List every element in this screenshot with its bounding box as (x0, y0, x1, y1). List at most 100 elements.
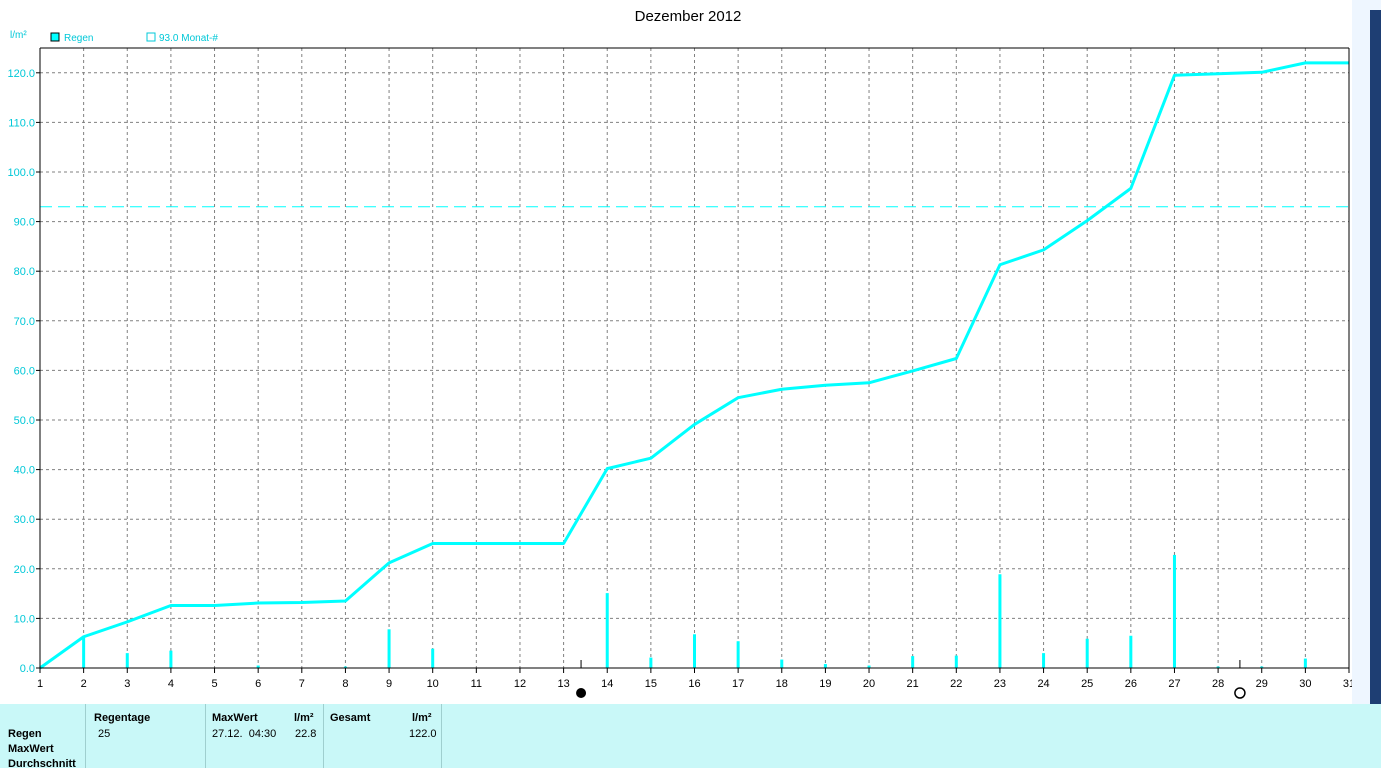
x-tick-label: 2 (81, 678, 87, 690)
x-tick-label: 5 (211, 678, 217, 690)
window-edge (1352, 0, 1381, 704)
regentage-value: 25 (98, 728, 111, 740)
x-tick-label: 19 (819, 678, 831, 690)
daily-bars (82, 554, 1307, 668)
daily-rain-bar (256, 665, 260, 668)
x-tick-label: 9 (386, 678, 392, 690)
desktop-strip (1370, 10, 1381, 704)
x-tick-label: 17 (732, 678, 744, 690)
y-axis-unit: l/m² (10, 30, 27, 41)
tick-labels: 1 2 3 4 5 6 7 8 9 10 11 12 13 14 15 16 17 18 19 20 21 22 23 24 2… (7, 68, 1355, 690)
full-moon-icon (1234, 687, 1246, 699)
x-tick-label: 28 (1212, 678, 1224, 690)
y-tick-label: 0.0 (20, 663, 35, 675)
daily-rain-bar (1042, 653, 1046, 668)
summary-row-labels: Regen MaxWert Durchschnitt (0, 704, 86, 768)
y-tick-label: 90.0 (14, 217, 35, 229)
daily-rain-bar (867, 665, 871, 668)
daily-rain-bar (693, 634, 696, 668)
gesamt-header: Gesamt (330, 712, 371, 724)
daily-rain-bar (736, 641, 740, 668)
daily-rain-bar (1172, 554, 1176, 668)
row-label-maxwert: MaxWert (8, 743, 54, 755)
x-tick-label: 11 (471, 678, 482, 690)
daily-rain-bar (82, 636, 86, 668)
x-tick-label: 30 (1299, 678, 1311, 690)
summary-regentage: Regentage 25 (86, 704, 206, 768)
daily-rain-bar (125, 653, 129, 668)
x-tick-label: 20 (863, 678, 875, 690)
gesamt-unit: l/m² (412, 712, 432, 724)
x-tick-label: 27 (1168, 678, 1180, 690)
x-tick-label: 6 (255, 678, 261, 690)
daily-rain-bar (343, 666, 347, 668)
daily-rain-bar (1129, 635, 1133, 668)
legend: Regen 93.0 Monat-# (50, 32, 218, 44)
legend-label-monat: 93.0 Monat-# (159, 33, 218, 44)
daily-rain-bar (649, 657, 653, 668)
x-tick-label: 15 (645, 678, 657, 690)
x-tick-label: 18 (776, 678, 788, 690)
series-line-regen (39, 61, 1349, 670)
y-tick-label: 110.0 (8, 117, 35, 129)
x-tick-label: 26 (1125, 678, 1137, 690)
regentage-header: Regentage (94, 712, 151, 724)
x-tick-label: 24 (1037, 678, 1049, 690)
daily-rain-bar (605, 593, 609, 668)
summary-gesamt: Gesamt l/m² 122.0 (324, 704, 442, 768)
y-tick-label: 100.0 (7, 167, 35, 179)
y-tick-label: 30.0 (14, 514, 35, 526)
x-tick-label: 7 (299, 678, 305, 690)
gesamt-value: 122.0 (409, 728, 437, 740)
maxwert-value: 22.8 (295, 728, 317, 740)
y-tick-label: 70.0 (14, 316, 35, 328)
x-tick-label: 23 (994, 678, 1006, 690)
row-label-durchschnitt: Durchschnitt (8, 758, 76, 768)
x-tick-label: 14 (601, 678, 613, 690)
summary-panel: Regen MaxWert Durchschnitt Regentage 25 … (0, 704, 1381, 768)
daily-rain-bar (911, 656, 915, 668)
y-tick-label: 80.0 (14, 266, 35, 278)
x-tick-label: 13 (557, 678, 569, 690)
y-tick-label: 120.0 (7, 68, 35, 80)
y-tick-label: 10.0 (14, 613, 35, 625)
x-tick-label: 4 (168, 678, 174, 690)
daily-rain-bar (780, 659, 784, 668)
maxwert-datetime: 27.12. 04:30 (212, 728, 277, 740)
daily-rain-bar (169, 650, 173, 668)
daily-rain-bar (1303, 658, 1307, 668)
x-tick-label: 29 (1256, 678, 1268, 690)
x-tick-label: 10 (427, 678, 439, 690)
x-tick-label: 25 (1081, 678, 1093, 690)
legend-swatch-regen (50, 32, 60, 42)
daily-rain-bar (431, 648, 435, 668)
maxwert-header: MaxWert (212, 712, 258, 724)
x-tick-label: 12 (514, 678, 526, 690)
moon-phase-markers (576, 660, 1246, 699)
x-tick-label: 21 (907, 678, 919, 690)
grid (40, 48, 1349, 668)
summary-maxwert: MaxWert l/m² 27.12. 04:30 22.8 (206, 704, 324, 768)
daily-rain-bar (998, 574, 1002, 668)
x-tick-label: 16 (688, 678, 700, 690)
y-tick-label: 40.0 (14, 465, 35, 477)
y-tick-label: 60.0 (14, 365, 35, 377)
x-tick-label: 3 (124, 678, 130, 690)
row-label-regen: Regen (8, 728, 42, 740)
chart-title: Dezember 2012 (635, 8, 742, 25)
daily-rain-bar (823, 664, 827, 668)
daily-rain-bar (1085, 638, 1089, 668)
new-moon-icon (576, 688, 587, 698)
y-tick-label: 20.0 (14, 564, 35, 576)
daily-rain-bar (387, 629, 391, 668)
daily-rain-bar (1260, 666, 1264, 668)
legend-swatch-monat (146, 32, 156, 42)
maxwert-unit: l/m² (294, 712, 314, 724)
cumulative-series (39, 61, 1349, 670)
x-tick-label: 8 (342, 678, 348, 690)
daily-rain-bar (1216, 666, 1220, 668)
x-tick-label: 22 (950, 678, 962, 690)
y-tick-label: 50.0 (14, 415, 35, 427)
daily-rain-bar (954, 655, 958, 668)
